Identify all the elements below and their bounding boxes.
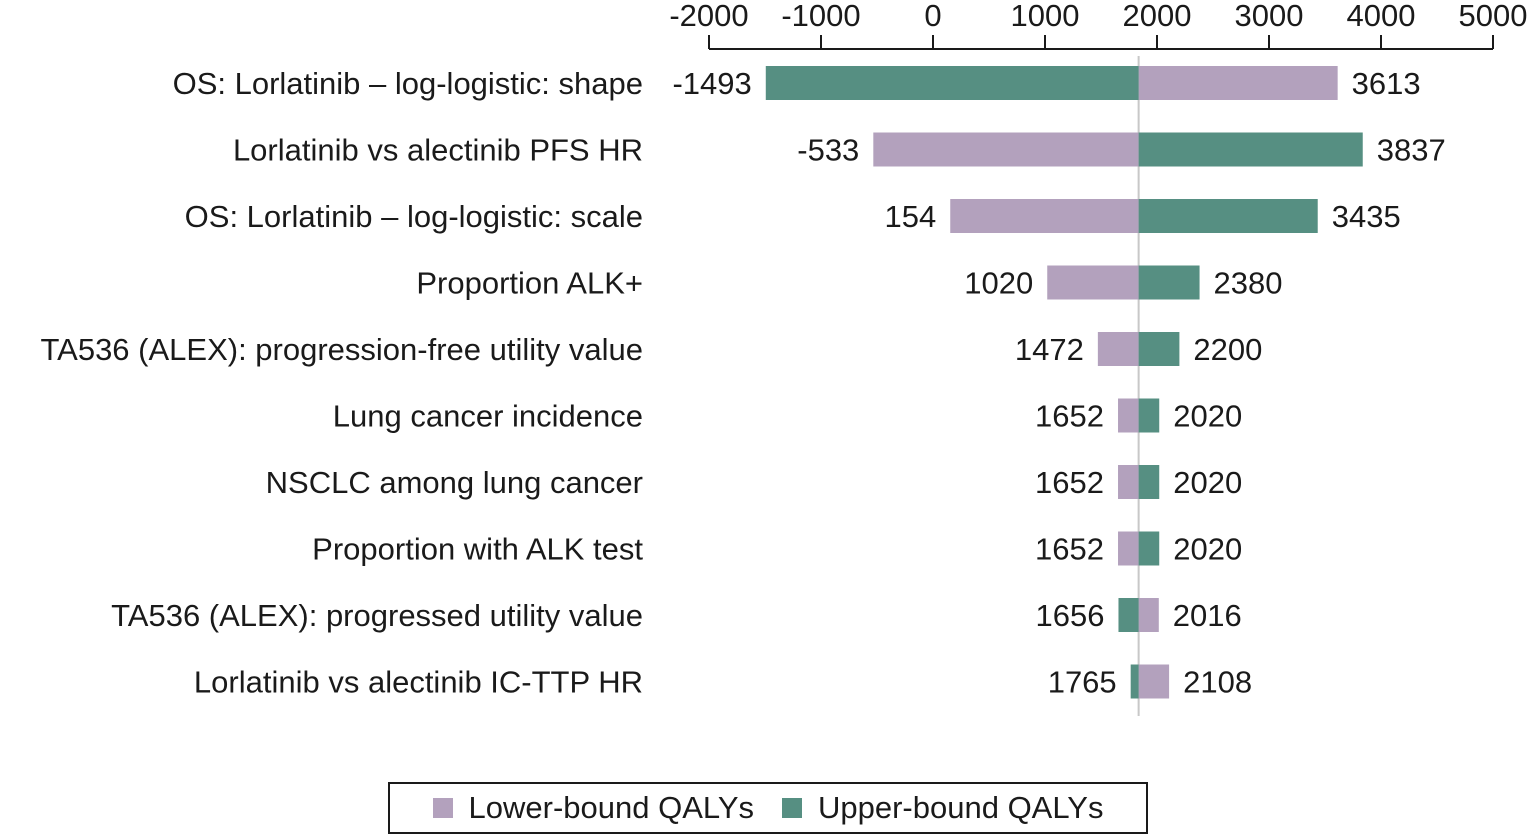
bar-lower-value-label: 1652 xyxy=(1035,465,1104,500)
bar-lower-value-label: 154 xyxy=(885,199,937,234)
bar-upper-value-label: 2020 xyxy=(1173,532,1242,567)
bar-lower-value-label: 2108 xyxy=(1183,665,1252,700)
bar-upper-value-label: 2380 xyxy=(1214,266,1283,301)
category-label: Proportion ALK+ xyxy=(416,266,643,301)
bar-upper xyxy=(1130,664,1139,699)
bar-lower xyxy=(950,199,1139,233)
category-label: TA536 (ALEX): progression-free utility v… xyxy=(41,332,643,367)
bar-lower xyxy=(1138,598,1159,632)
category-label: OS: Lorlatinib – log-logistic: shape xyxy=(173,66,643,101)
bar-lower-value-label: 1652 xyxy=(1035,532,1104,567)
bar-upper-value-label: -1493 xyxy=(672,66,751,101)
bar-upper-value-label: 2020 xyxy=(1173,399,1242,434)
bar-lower xyxy=(873,132,1139,167)
chart-legend: Lower-bound QALYs Upper-bound QALYs xyxy=(388,782,1148,834)
bar-lower xyxy=(1118,531,1139,566)
bar-lower-value-label: 2016 xyxy=(1173,598,1242,633)
bar-lower xyxy=(1138,66,1338,100)
bar-lower-value-label: 3613 xyxy=(1352,66,1421,101)
category-label: Lorlatinib vs alectinib IC-TTP HR xyxy=(194,665,643,700)
x-tick-label: -1000 xyxy=(781,0,860,33)
bar-upper xyxy=(1138,398,1160,433)
bar-upper xyxy=(1138,265,1200,300)
bar-upper-value-label: 1656 xyxy=(1036,598,1105,633)
x-tick-label: 1000 xyxy=(1011,0,1080,33)
bar-upper-value-label: 2200 xyxy=(1193,332,1262,367)
bar-lower-value-label: 1652 xyxy=(1035,399,1104,434)
legend-item-lower: Lower-bound QALYs xyxy=(432,790,754,826)
bar-upper xyxy=(1138,465,1160,499)
x-tick-label: 2000 xyxy=(1123,0,1192,33)
bar-upper xyxy=(1118,598,1139,632)
category-label: Proportion with ALK test xyxy=(312,532,643,567)
bar-lower xyxy=(1118,398,1139,433)
bar-upper-value-label: 2020 xyxy=(1173,465,1242,500)
bar-upper xyxy=(765,66,1139,100)
legend-label-lower: Lower-bound QALYs xyxy=(468,790,754,825)
tornado-chart: -2000 -1000 0 1000 2000 3000 4000 5000 OS: Lorla… xyxy=(41,0,1528,716)
bar-upper xyxy=(1138,332,1180,366)
bar-upper xyxy=(1138,199,1318,233)
legend-swatch-upper xyxy=(782,798,802,818)
bar-lower-value-label: 1472 xyxy=(1015,332,1084,367)
bar-lower xyxy=(1047,265,1139,300)
x-tick-label: 3000 xyxy=(1235,0,1304,33)
x-tick-label: -2000 xyxy=(669,0,748,33)
category-label: Lung cancer incidence xyxy=(333,399,643,434)
category-label: OS: Lorlatinib – log-logistic: scale xyxy=(185,199,643,234)
category-label: Lorlatinib vs alectinib PFS HR xyxy=(233,133,643,168)
bar-lower xyxy=(1138,664,1170,699)
bar-upper xyxy=(1138,132,1363,167)
legend-item-upper: Upper-bound QALYs xyxy=(782,790,1103,826)
bar-lower xyxy=(1097,332,1139,366)
bar-upper-value-label: 3837 xyxy=(1377,133,1446,168)
legend-swatch-lower xyxy=(432,798,453,818)
x-tick-label: 4000 xyxy=(1347,0,1416,33)
x-tick-label: 0 xyxy=(924,0,941,33)
legend-label-upper: Upper-bound QALYs xyxy=(818,790,1104,825)
bar-upper-value-label: 3435 xyxy=(1332,199,1401,234)
bar-upper xyxy=(1138,531,1160,566)
bar-lower xyxy=(1118,465,1139,499)
bar-lower-value-label: -533 xyxy=(797,133,859,168)
bar-upper-value-label: 1765 xyxy=(1048,665,1117,700)
category-label: TA536 (ALEX): progressed utility value xyxy=(111,598,643,633)
bar-lower-value-label: 1020 xyxy=(964,266,1033,301)
x-tick-label: 5000 xyxy=(1459,0,1528,33)
category-label: NSCLC among lung cancer xyxy=(266,465,643,500)
